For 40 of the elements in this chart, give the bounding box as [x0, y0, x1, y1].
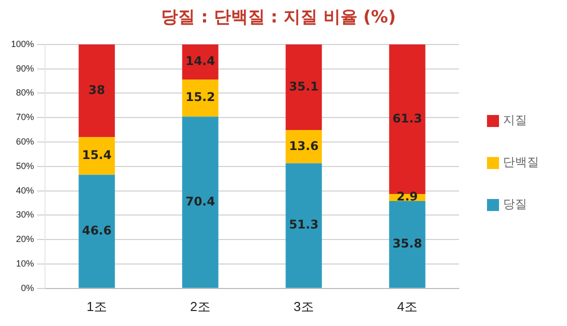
legend-label: 당질: [503, 197, 527, 212]
data-label: 51.3: [288, 218, 319, 232]
y-tick-label: 0%: [21, 282, 34, 293]
x-tick-label: 4조: [397, 298, 418, 314]
x-tick-label: 2조: [190, 298, 210, 314]
y-tick-label: 60%: [16, 136, 34, 146]
data-label: 2.9: [396, 190, 418, 204]
y-tick-label: 20%: [16, 234, 34, 244]
data-label: 13.6: [288, 138, 319, 153]
bar: [286, 44, 322, 130]
y-tick-label: 90%: [16, 63, 34, 74]
bar: [286, 163, 322, 288]
data-label: 35.8: [392, 236, 422, 251]
bar: [182, 116, 218, 288]
bar: [182, 80, 218, 117]
y-tick-label: 50%: [16, 160, 34, 171]
y-tick-label: 40%: [16, 185, 34, 196]
bar: [78, 44, 115, 138]
data-label: 70.4: [185, 194, 216, 208]
y-tick-label: 10%: [16, 258, 34, 268]
bar: [78, 137, 115, 175]
bar: [78, 174, 115, 288]
y-tick-label: 80%: [16, 88, 34, 98]
data-label: 46.6: [82, 223, 112, 238]
y-tick-label: 30%: [16, 210, 34, 220]
data-label: 15.2: [185, 90, 216, 104]
x-tick-label: 1조: [86, 298, 107, 314]
data-label: 14.4: [185, 54, 216, 68]
data-label: 35.1: [288, 79, 319, 94]
y-tick-label: 70%: [16, 112, 34, 122]
legend-label: 지질: [503, 113, 527, 128]
data-label: 38: [88, 82, 106, 97]
chart-title: 당질 : 단백질 : 지질 비율 (%): [161, 8, 396, 28]
data-label: 61.3: [392, 111, 422, 126]
x-tick-label: 3조: [294, 298, 314, 314]
bar: [389, 201, 426, 288]
y-tick-label: 100%: [10, 38, 34, 49]
legend-label: 단백질: [503, 155, 539, 170]
bar: [182, 44, 218, 80]
data-label: 15.4: [82, 148, 112, 162]
